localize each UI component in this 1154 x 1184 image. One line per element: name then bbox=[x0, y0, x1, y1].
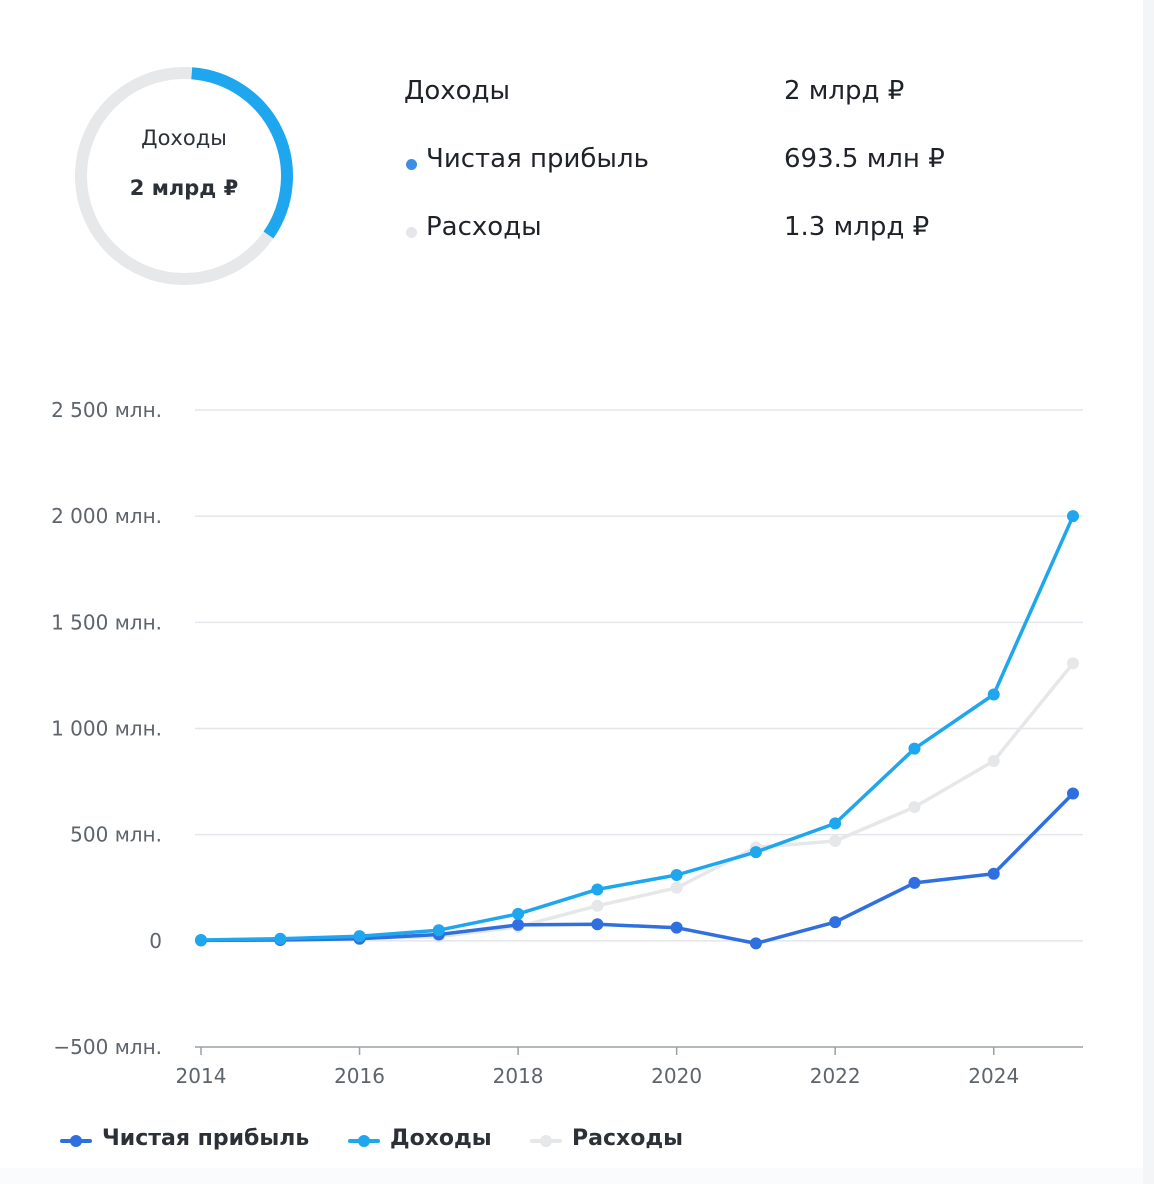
donut-arc bbox=[191, 67, 293, 239]
expenses-dot-icon bbox=[406, 227, 417, 238]
summary-net-profit-label: Чистая прибыль bbox=[426, 144, 649, 174]
line-chart: −500 млн. 0 500 млн. 1 000 млн. 1 500 млн. 2 … bbox=[51, 398, 1083, 1088]
data-point-net_profit[interactable] bbox=[749, 937, 762, 950]
donut-value: 2 млрд ₽ bbox=[129, 176, 239, 200]
y-tick-label: 2 500 млн. bbox=[51, 398, 162, 422]
y-tick-label: 1 500 млн. bbox=[51, 610, 162, 634]
series-line-net_profit bbox=[199, 791, 1075, 946]
y-tick-label: 2 000 млн. bbox=[51, 504, 162, 528]
summary-row-net-profit: Чистая прибыль 693.5 млн ₽ bbox=[404, 144, 1004, 184]
legend-income-dot-icon bbox=[358, 1135, 370, 1147]
data-point-income[interactable] bbox=[829, 817, 842, 830]
y-tick-label: 1 000 млн. bbox=[51, 717, 162, 741]
data-point-income[interactable] bbox=[195, 933, 207, 946]
data-point-income[interactable] bbox=[987, 688, 1000, 701]
x-tick-label: 2024 bbox=[968, 1064, 1019, 1088]
series-line-income bbox=[199, 514, 1075, 942]
series-net_profit bbox=[195, 787, 1079, 950]
y-tick-label: −500 млн. bbox=[53, 1035, 162, 1059]
data-point-income[interactable] bbox=[591, 883, 604, 896]
donut-label: Доходы bbox=[141, 126, 227, 150]
data-point-expenses[interactable] bbox=[670, 881, 683, 894]
legend-expenses-label: Расходы bbox=[572, 1126, 683, 1151]
x-tick-label: 2018 bbox=[493, 1064, 544, 1088]
donut-ring bbox=[75, 67, 293, 285]
summary-row-expenses: Расходы 1.3 млрд ₽ bbox=[404, 212, 1004, 252]
data-point-expenses[interactable] bbox=[987, 754, 1000, 767]
data-point-expenses[interactable] bbox=[829, 835, 842, 848]
data-point-income[interactable] bbox=[432, 924, 445, 937]
y-tick-label: 0 bbox=[149, 929, 162, 953]
data-point-net_profit[interactable] bbox=[908, 876, 921, 889]
summary-net-profit-value: 693.5 млн ₽ bbox=[784, 144, 945, 174]
right-edge-strip bbox=[1143, 0, 1154, 1184]
x-tick-label: 2016 bbox=[334, 1064, 385, 1088]
data-point-net_profit[interactable] bbox=[1067, 787, 1079, 800]
data-point-income[interactable] bbox=[512, 907, 525, 920]
series-expenses bbox=[195, 657, 1079, 947]
summary-row-income: Доходы 2 млрд ₽ bbox=[404, 76, 1004, 116]
summary-income-value: 2 млрд ₽ bbox=[784, 76, 905, 106]
data-point-income[interactable] bbox=[670, 869, 683, 882]
income-donut: Доходы 2 млрд ₽ bbox=[70, 62, 300, 292]
axis-layer: −500 млн. 0 500 млн. 1 000 млн. 1 500 млн. 2 … bbox=[51, 398, 1083, 1088]
data-point-expenses[interactable] bbox=[591, 899, 604, 912]
series-income bbox=[195, 510, 1079, 946]
data-point-expenses[interactable] bbox=[908, 801, 921, 814]
legend-income-label: Доходы bbox=[390, 1126, 492, 1151]
summary-expenses-label: Расходы bbox=[426, 212, 542, 242]
x-tick-label: 2014 bbox=[176, 1064, 227, 1088]
data-point-net_profit[interactable] bbox=[591, 918, 604, 931]
chart-legend: Чистая прибыль Доходы Расходы bbox=[60, 1124, 1060, 1158]
data-point-income[interactable] bbox=[353, 930, 366, 943]
data-point-net_profit[interactable] bbox=[987, 867, 1000, 880]
bottom-edge-strip bbox=[0, 1168, 1143, 1184]
series-layer bbox=[195, 510, 1079, 950]
grid-layer bbox=[195, 409, 1083, 942]
series-line-expenses bbox=[199, 661, 1075, 943]
data-point-net_profit[interactable] bbox=[512, 918, 525, 931]
legend-expenses-dot-icon bbox=[540, 1135, 552, 1147]
x-tick-label: 2022 bbox=[810, 1064, 861, 1088]
y-tick-label: 500 млн. bbox=[70, 823, 162, 847]
data-point-income[interactable] bbox=[908, 742, 921, 755]
summary-expenses-value: 1.3 млрд ₽ bbox=[784, 212, 930, 242]
net-profit-dot-icon bbox=[406, 159, 417, 170]
summary-income-label: Доходы bbox=[404, 76, 511, 106]
legend-net-profit-label: Чистая прибыль bbox=[102, 1126, 310, 1151]
data-point-income[interactable] bbox=[1067, 510, 1079, 523]
data-point-net_profit[interactable] bbox=[670, 921, 683, 934]
data-point-expenses[interactable] bbox=[1067, 657, 1079, 670]
legend-net-profit-dot-icon bbox=[70, 1135, 82, 1147]
x-tick-label: 2020 bbox=[651, 1064, 702, 1088]
data-point-net_profit[interactable] bbox=[829, 916, 842, 929]
data-point-income[interactable] bbox=[274, 932, 287, 945]
data-point-income[interactable] bbox=[749, 846, 762, 859]
